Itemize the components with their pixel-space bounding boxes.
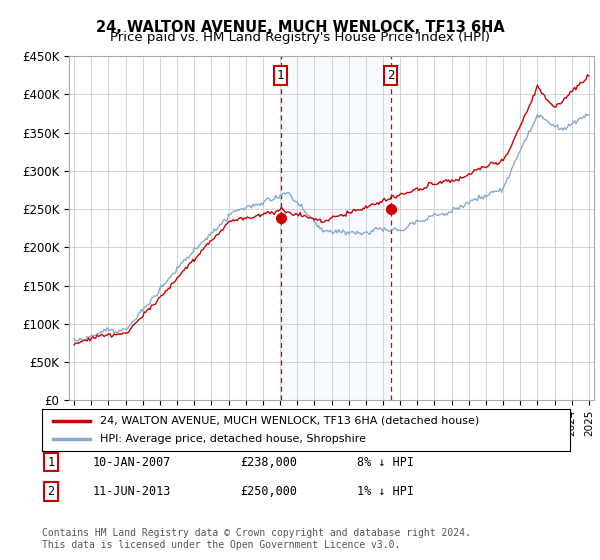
- 24, WALTON AVENUE, MUCH WENLOCK, TF13 6HA (detached house): [392, 194, 400, 201]
- Text: Contains HM Land Registry data © Crown copyright and database right 2024.: Contains HM Land Registry data © Crown c…: [42, 529, 471, 539]
- Text: 10-JAN-2007: 10-JAN-2007: [93, 455, 172, 469]
- 24, WALTON AVENUE, MUCH WENLOCK, TF13 6HA (detached house): [364, 204, 371, 211]
- 24, WALTON AVENUE, MUCH WENLOCK, TF13 6HA (detached house): [166, 285, 173, 292]
- Text: 11-JUN-2013: 11-JUN-2013: [93, 484, 172, 498]
- HPI: Average price, detached house, Shropshire: (2.02e+03, 3.45e+05): Average price, detached house, Shropshir…: [524, 133, 531, 140]
- Text: 1: 1: [47, 455, 55, 469]
- HPI: Average price, detached house, Shropshire: (2e+03, 7.76e+04): Average price, detached house, Shropshir…: [75, 338, 82, 344]
- HPI: Average price, detached house, Shropshire: (2.01e+03, 2.22e+05): Average price, detached house, Shropshir…: [394, 227, 401, 234]
- Text: 1: 1: [277, 69, 284, 82]
- HPI: Average price, detached house, Shropshire: (2e+03, 8.31e+04): Average price, detached house, Shropshir…: [86, 333, 94, 340]
- 24, WALTON AVENUE, MUCH WENLOCK, TF13 6HA (detached house): [71, 342, 78, 348]
- 24, WALTON AVENUE, MUCH WENLOCK, TF13 6HA (detached house): [523, 110, 530, 116]
- Text: £238,000: £238,000: [240, 455, 297, 469]
- HPI: Average price, detached house, Shropshire: (2e+03, 1.63e+05): Average price, detached house, Shropshir…: [168, 272, 175, 279]
- Bar: [281, 56, 391, 400]
- Text: Price paid vs. HM Land Registry's House Price Index (HPI): Price paid vs. HM Land Registry's House …: [110, 31, 490, 44]
- HPI: Average price, detached house, Shropshire: (2.01e+03, 2.23e+05): Average price, detached house, Shropshir…: [382, 226, 389, 233]
- Text: HPI: Average price, detached house, Shropshire: HPI: Average price, detached house, Shro…: [100, 434, 366, 444]
- Text: 24, WALTON AVENUE, MUCH WENLOCK, TF13 6HA: 24, WALTON AVENUE, MUCH WENLOCK, TF13 6H…: [95, 20, 505, 35]
- HPI: Average price, detached house, Shropshire: (2.02e+03, 3.73e+05): Average price, detached house, Shropshir…: [585, 111, 592, 118]
- Text: 8% ↓ HPI: 8% ↓ HPI: [357, 455, 414, 469]
- HPI: Average price, detached house, Shropshire: (2.02e+03, 3.74e+05): Average price, detached house, Shropshir…: [583, 111, 590, 118]
- Text: 2: 2: [387, 69, 394, 82]
- HPI: Average price, detached house, Shropshire: (2.01e+03, 2.17e+05): Average price, detached house, Shropshir…: [365, 231, 372, 237]
- Text: £250,000: £250,000: [240, 484, 297, 498]
- HPI: Average price, detached house, Shropshire: (2e+03, 8.05e+04): Average price, detached house, Shropshir…: [71, 335, 78, 342]
- Text: 1% ↓ HPI: 1% ↓ HPI: [357, 484, 414, 498]
- Line: 24, WALTON AVENUE, MUCH WENLOCK, TF13 6HA (detached house): 24, WALTON AVENUE, MUCH WENLOCK, TF13 6H…: [74, 75, 589, 345]
- 24, WALTON AVENUE, MUCH WENLOCK, TF13 6HA (detached house): [381, 195, 388, 202]
- Text: 24, WALTON AVENUE, MUCH WENLOCK, TF13 6HA (detached house): 24, WALTON AVENUE, MUCH WENLOCK, TF13 6H…: [100, 416, 479, 426]
- Text: This data is licensed under the Open Government Licence v3.0.: This data is licensed under the Open Gov…: [42, 540, 400, 550]
- 24, WALTON AVENUE, MUCH WENLOCK, TF13 6HA (detached house): [85, 335, 92, 342]
- Line: HPI: Average price, detached house, Shropshire: HPI: Average price, detached house, Shro…: [74, 114, 589, 341]
- 24, WALTON AVENUE, MUCH WENLOCK, TF13 6HA (detached house): [585, 73, 592, 80]
- 24, WALTON AVENUE, MUCH WENLOCK, TF13 6HA (detached house): [584, 72, 591, 78]
- Text: 2: 2: [47, 484, 55, 498]
